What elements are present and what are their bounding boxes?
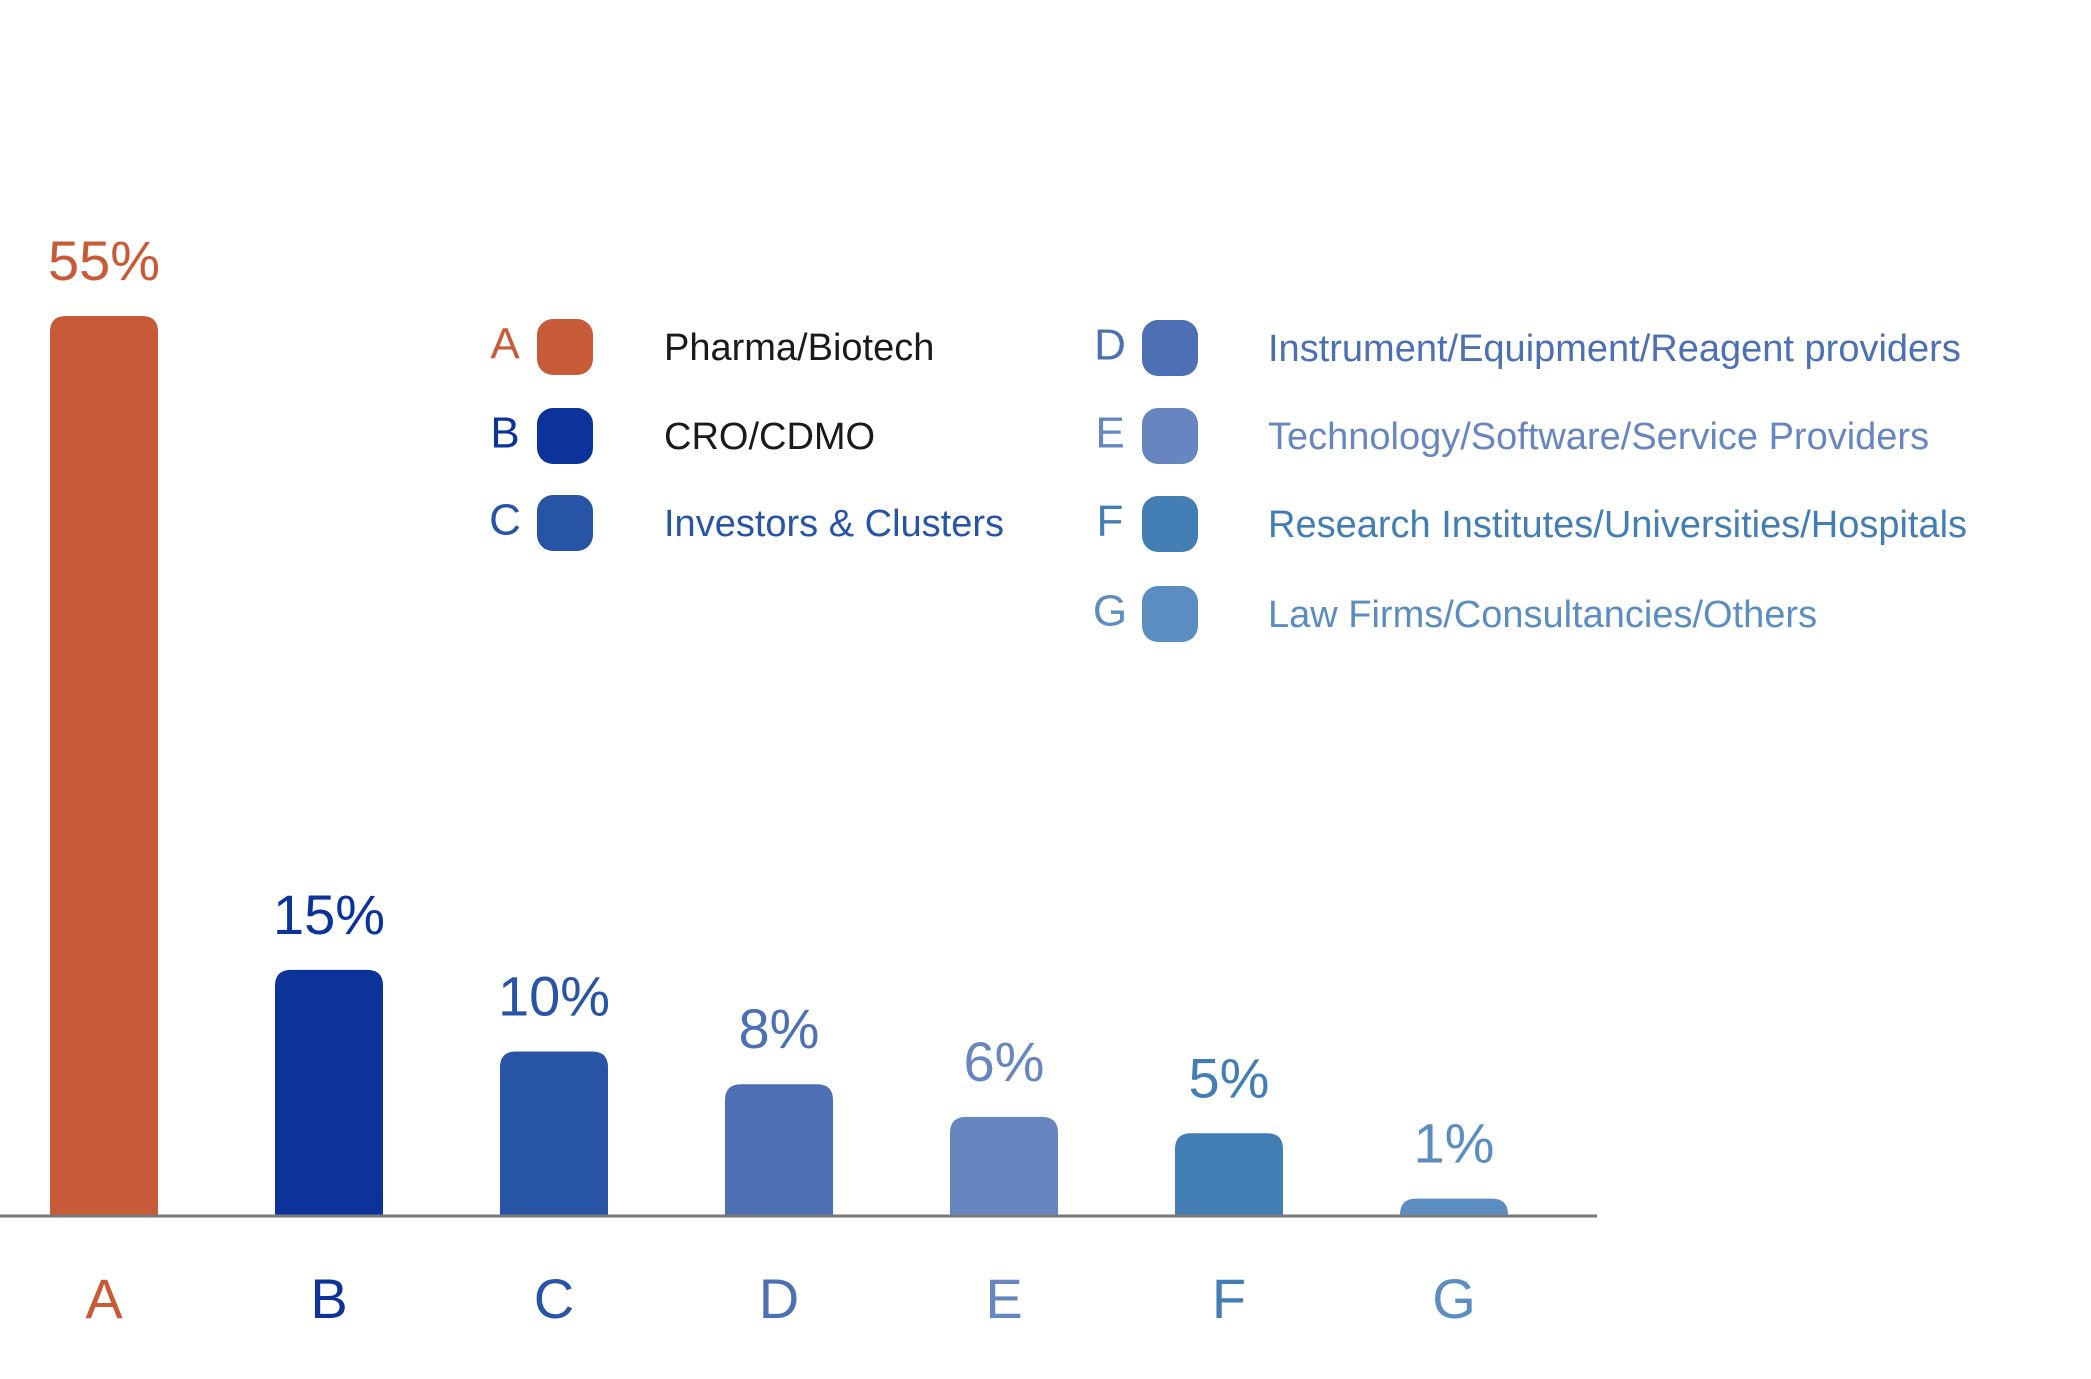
x-tick-label-f: F (1212, 1267, 1246, 1330)
bar-value-label-b: 15% (273, 883, 385, 946)
bar-e (950, 1116, 1058, 1215)
legend-letter-f: F (1097, 497, 1124, 546)
legend-letter-d: D (1094, 321, 1126, 370)
x-tick-label-b: B (310, 1267, 347, 1330)
legend-label-g: Law Firms/Consultancies/Others (1268, 594, 1817, 636)
legend-letter-g: G (1093, 587, 1127, 636)
legend-letter-e: E (1095, 409, 1124, 458)
bar-value-labels: 55% 15% 10% 8% 6% 5% 1% (48, 229, 1495, 1175)
bar-b (275, 969, 383, 1215)
legend-letter-b: B (490, 409, 519, 458)
x-axis-tick-labels: A B C D E F G (85, 1267, 1475, 1330)
legend-label-c: Investors & Clusters (664, 503, 1004, 545)
x-tick-label-a: A (85, 1267, 123, 1330)
legend-letter-a: A (490, 320, 520, 369)
legend-item-g: G Law Firms/Consultancies/Others (1093, 586, 1817, 642)
bar-value-label-c: 10% (498, 965, 610, 1028)
x-tick-label-e: E (985, 1267, 1022, 1330)
legend-item-e: E Technology/Software/Service Providers (1095, 408, 1929, 464)
legend-label-f: Research Institutes/Universities/Hospita… (1268, 504, 1967, 546)
bar-g (1400, 1198, 1508, 1215)
legend-swatch-d (1142, 320, 1198, 376)
legend-label-b: CRO/CDMO (664, 416, 875, 458)
bar-d (725, 1084, 833, 1215)
legend-label-e: Technology/Software/Service Providers (1268, 416, 1929, 458)
legend-item-b: B CRO/CDMO (490, 408, 875, 464)
legend-swatch-c (537, 495, 593, 551)
bars-group (50, 316, 1508, 1215)
legend-swatch-e (1142, 408, 1198, 464)
bar-c (500, 1051, 608, 1215)
x-tick-label-g: G (1432, 1267, 1476, 1330)
legend-swatch-b (537, 408, 593, 464)
legend-letter-c: C (489, 496, 521, 545)
bar-a (50, 316, 158, 1215)
bar-value-label-g: 1% (1414, 1112, 1495, 1175)
legend: A Pharma/Biotech B CRO/CDMO C Investors & Clu… (489, 319, 1967, 642)
x-tick-label-d: D (759, 1267, 799, 1330)
legend-item-c: C Investors & Clusters (489, 495, 1004, 551)
x-tick-label-c: C (534, 1267, 574, 1330)
legend-swatch-f (1142, 496, 1198, 552)
bar-value-label-a: 55% (48, 229, 160, 292)
legend-swatch-a (537, 319, 593, 375)
legend-label-d: Instrument/Equipment/Reagent providers (1268, 328, 1961, 370)
bar-value-label-f: 5% (1189, 1046, 1270, 1109)
bar-value-label-d: 8% (739, 997, 820, 1060)
legend-swatch-g (1142, 586, 1198, 642)
bar-value-label-e: 6% (964, 1030, 1045, 1093)
legend-item-a: A Pharma/Biotech (490, 319, 934, 375)
legend-item-d: D Instrument/Equipment/Reagent providers (1094, 320, 1961, 376)
legend-label-a: Pharma/Biotech (664, 327, 934, 369)
legend-item-f: F Research Institutes/Universities/Hospit… (1097, 496, 1967, 552)
bar-f (1175, 1133, 1283, 1215)
